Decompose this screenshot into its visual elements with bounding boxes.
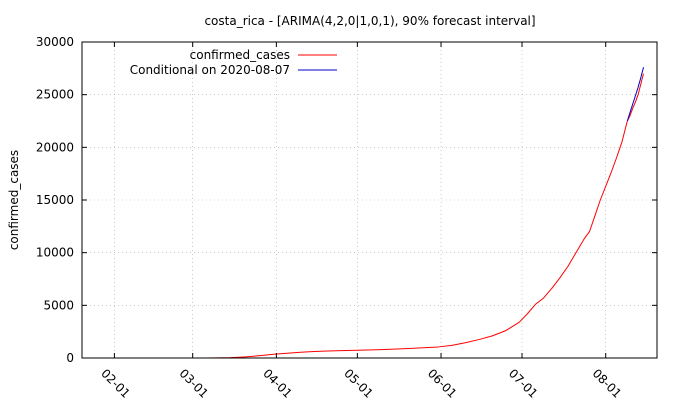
y-tick-label: 15000 xyxy=(36,193,74,207)
y-tick-label: 20000 xyxy=(36,140,74,154)
y-ticks: 0 5000 10000 15000 20000 25000 30000 xyxy=(36,35,657,365)
grid xyxy=(82,42,657,358)
y-tick-label: 30000 xyxy=(36,35,74,49)
x-tick-label: 04-01 xyxy=(260,366,295,400)
series-layer xyxy=(206,67,644,359)
legend-label: Conditional on 2020-08-07 xyxy=(130,63,290,77)
chart-title: costa_rica - [ARIMA(4,2,0|1,0,1), 90% fo… xyxy=(204,14,535,28)
legend-label: confirmed_cases xyxy=(190,48,290,62)
y-tick-label: 10000 xyxy=(36,246,74,260)
x-ticks: 02-01 03-01 04-01 05-01 06-01 07-01 08-01 xyxy=(98,42,624,400)
x-tick-label: 06-01 xyxy=(425,366,460,400)
x-tick-label: 07-01 xyxy=(506,366,541,400)
y-axis-label: confirmed_cases xyxy=(7,150,21,250)
x-tick-label: 02-01 xyxy=(98,366,133,400)
y-tick-label: 0 xyxy=(66,351,74,365)
series-line-1 xyxy=(626,67,644,122)
y-tick-label: 5000 xyxy=(43,298,74,312)
x-tick-label: 03-01 xyxy=(177,366,212,400)
x-tick-label: 08-01 xyxy=(590,366,625,400)
y-tick-label: 25000 xyxy=(36,88,74,102)
series-line-0 xyxy=(206,73,644,359)
x-tick-label: 05-01 xyxy=(341,366,376,400)
